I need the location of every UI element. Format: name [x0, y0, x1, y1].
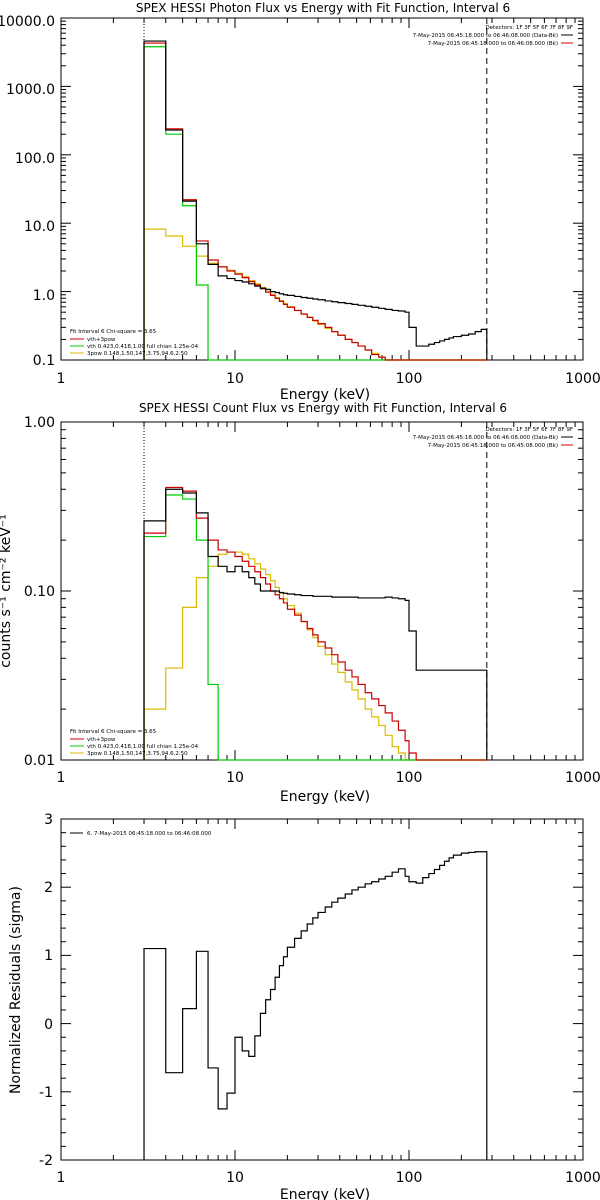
panel-count-flux: SPEX HESSI Count Flux vs Energy with Fit…: [0, 401, 600, 805]
series-data-line: [143, 40, 488, 360]
series-fit_sum-line: [143, 486, 487, 761]
panel-3-ytick-2: 2: [44, 880, 53, 896]
panel-1-legend-vth: vth 0.423,0.418,1.00 full chian 1.25e-04: [87, 344, 199, 350]
series-residual-line: [143, 851, 488, 1160]
panel-1-time-2: 7-May-2015 06:45:18.000 to 06:46:08.000 …: [428, 41, 558, 47]
series-data-line: [143, 488, 488, 760]
panel-1-xtick-10: 10: [226, 371, 244, 387]
panel-2-ticks: [60, 422, 583, 761]
panel-1-series: [143, 18, 488, 361]
panel-1-detectors: Detectors: 1F 3F 5F 6F 7F 8F 9F: [485, 25, 573, 31]
series-vth-line: [143, 494, 487, 761]
panel-2-title: SPEX HESSI Count Flux vs Energy with Fit…: [139, 401, 507, 415]
panel-1-ticks: [60, 18, 583, 361]
panel-2-legend-pow: 3pow 0.148,1.50,147,3.75,94.6,2.50: [87, 751, 188, 757]
panel-2-x-axis-label: Energy (keV): [280, 789, 370, 805]
panel-2-legend-sum: vth+3pow: [87, 737, 116, 743]
panel-3-y-axis-label: Normalized Residuals (sigma): [8, 886, 24, 1094]
panel-2-time-2: 7-May-2015 06:45:18.000 to 06:45:08.000 …: [428, 443, 558, 449]
panel-2-detectors: Detectors: 1F 3F 5F 6F 7F 8F 9F: [485, 427, 573, 433]
series-powerlaw-line: [143, 551, 487, 761]
panel-2-legend-vth: vth 0.423,0.418,1.00 full chian 1.25e-04: [87, 744, 199, 750]
panel-3-series: [143, 851, 488, 1160]
series-powerlaw-line: [143, 228, 487, 361]
panel-2-time-1: 7-May-2015 06:45:18.000 to 06:46:08.000 …: [413, 435, 558, 441]
panel-3-legend-entry: 6. 7-May-2015 06:45:18.000 to 06:46:08.0…: [87, 831, 212, 837]
panel-2-ytick-0.10: 0.10: [24, 584, 55, 600]
panel-2-legend-header: Fit Interval 6 Chi-square = 3.65: [70, 729, 157, 735]
panel-2-xtick-100: 100: [396, 770, 423, 786]
panel-1-ytick-1: 1.0: [33, 288, 55, 304]
panel-3-ytick-3: 3: [44, 812, 53, 828]
panel-1-ytick-10: 10.0: [24, 219, 55, 235]
panel-2-xtick-1: 1: [57, 770, 66, 786]
series-fit_sum-line: [143, 42, 487, 361]
panel-3-xtick-10: 10: [226, 1170, 244, 1186]
panel-3-ytick-1: 1: [44, 948, 53, 964]
panel-3-ticks: [60, 818, 583, 1161]
panel-3-frame: [60, 818, 584, 1161]
panel-1-xtick-1: 1: [57, 371, 66, 387]
panel-2-xtick-1000: 1000: [565, 770, 600, 786]
panel-2-frame: [60, 421, 584, 761]
panel-1-xtick-1000: 1000: [565, 371, 600, 387]
panel-3-x-axis-label: Energy (keV): [280, 1187, 370, 1200]
panel-residuals: 1 10 100 1000 -2 -1 0 1 2 3 Energy (keV)…: [8, 812, 600, 1200]
panel-2-ytick-1.00: 1.00: [24, 415, 55, 431]
panel-1-legend-header: Fit Interval 6 Chi-square = 3.65: [70, 329, 157, 335]
panel-1-xtick-100: 100: [396, 371, 423, 387]
panel-1-legend-pow: 3pow 0.148,1.50,147,3.75,94.6,2.50: [87, 351, 188, 357]
panel-3-ytick-0: 0: [44, 1017, 53, 1033]
panel-1-ytick-10000: 10000.0: [0, 14, 55, 30]
panel-1-ytick-1000: 1000.0: [6, 82, 55, 98]
panel-2-xtick-10: 10: [226, 770, 244, 786]
panel-3-xtick-100: 100: [396, 1170, 423, 1186]
panel-1-x-axis-label: Energy (keV): [280, 387, 370, 403]
panel-2-y-axis-label: counts s⁻¹ cm⁻² keV⁻¹: [0, 514, 14, 668]
panel-1-ytick-0.1: 0.1: [33, 353, 55, 369]
panel-1-legend-sum: vth+3pow: [87, 337, 116, 343]
panel-1-ytick-100: 100.0: [15, 151, 55, 167]
series-vth-line: [143, 46, 487, 361]
panel-1-time-1: 7-May-2015 06:45:18.000 to 06:46:08.000 …: [413, 33, 558, 39]
panel-2-series: [143, 422, 488, 761]
panel-photon-flux: SPEX HESSI Photon Flux vs Energy with Fi…: [0, 1, 600, 403]
panel-1-frame: [60, 17, 584, 361]
panel-1-title: SPEX HESSI Photon Flux vs Energy with Fi…: [136, 1, 510, 15]
panel-3-xtick-1000: 1000: [565, 1170, 600, 1186]
panel-3-xtick-1: 1: [57, 1170, 66, 1186]
panel-2-ytick-0.01: 0.01: [24, 753, 55, 769]
panel-3-ytick-m1: -1: [39, 1085, 53, 1101]
panel-3-ytick-m2: -2: [39, 1153, 53, 1169]
